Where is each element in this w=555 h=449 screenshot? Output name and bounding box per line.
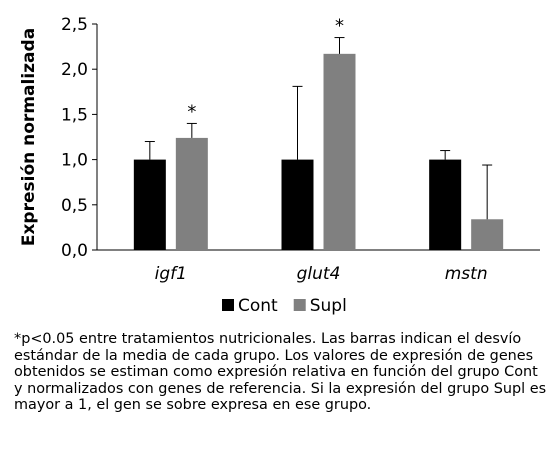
- bar-supl-igf1: [175, 137, 208, 250]
- y-tick-label: 0,5: [61, 196, 88, 216]
- legend-swatch-supl: [293, 299, 306, 311]
- bar-cont-igf1: [133, 159, 166, 250]
- y-tick-label: 1,0: [61, 151, 88, 171]
- footnote: *p<0.05 entre tratamientos nutricionales…: [14, 331, 547, 413]
- bar-chart: Expresión normalizada 0,0 0,5 1,0 1,5 2,0 2,5…: [19, 15, 540, 316]
- x-category-label: igf1: [155, 264, 187, 284]
- significance-marker: *: [335, 16, 344, 37]
- legend-label-supl: Supl: [310, 296, 347, 316]
- y-tick-label: 2,0: [61, 60, 88, 80]
- bar-cont-glut4: [281, 159, 314, 250]
- y-tick-label: 0,0: [61, 241, 88, 261]
- bar-supl-mstn: [471, 219, 504, 250]
- bar-cont-mstn: [429, 159, 462, 250]
- x-category-label: glut4: [297, 264, 341, 284]
- y-tick-label: 2,5: [61, 15, 88, 35]
- legend-swatch-cont: [222, 299, 234, 311]
- bar-supl-glut4: [323, 53, 356, 250]
- legend-label-cont: Cont: [238, 296, 278, 316]
- x-category-label: mstn: [445, 264, 488, 284]
- y-tick-label: 1,5: [61, 105, 88, 125]
- y-axis-label: Expresión normalizada: [19, 28, 39, 246]
- significance-marker: *: [187, 101, 196, 122]
